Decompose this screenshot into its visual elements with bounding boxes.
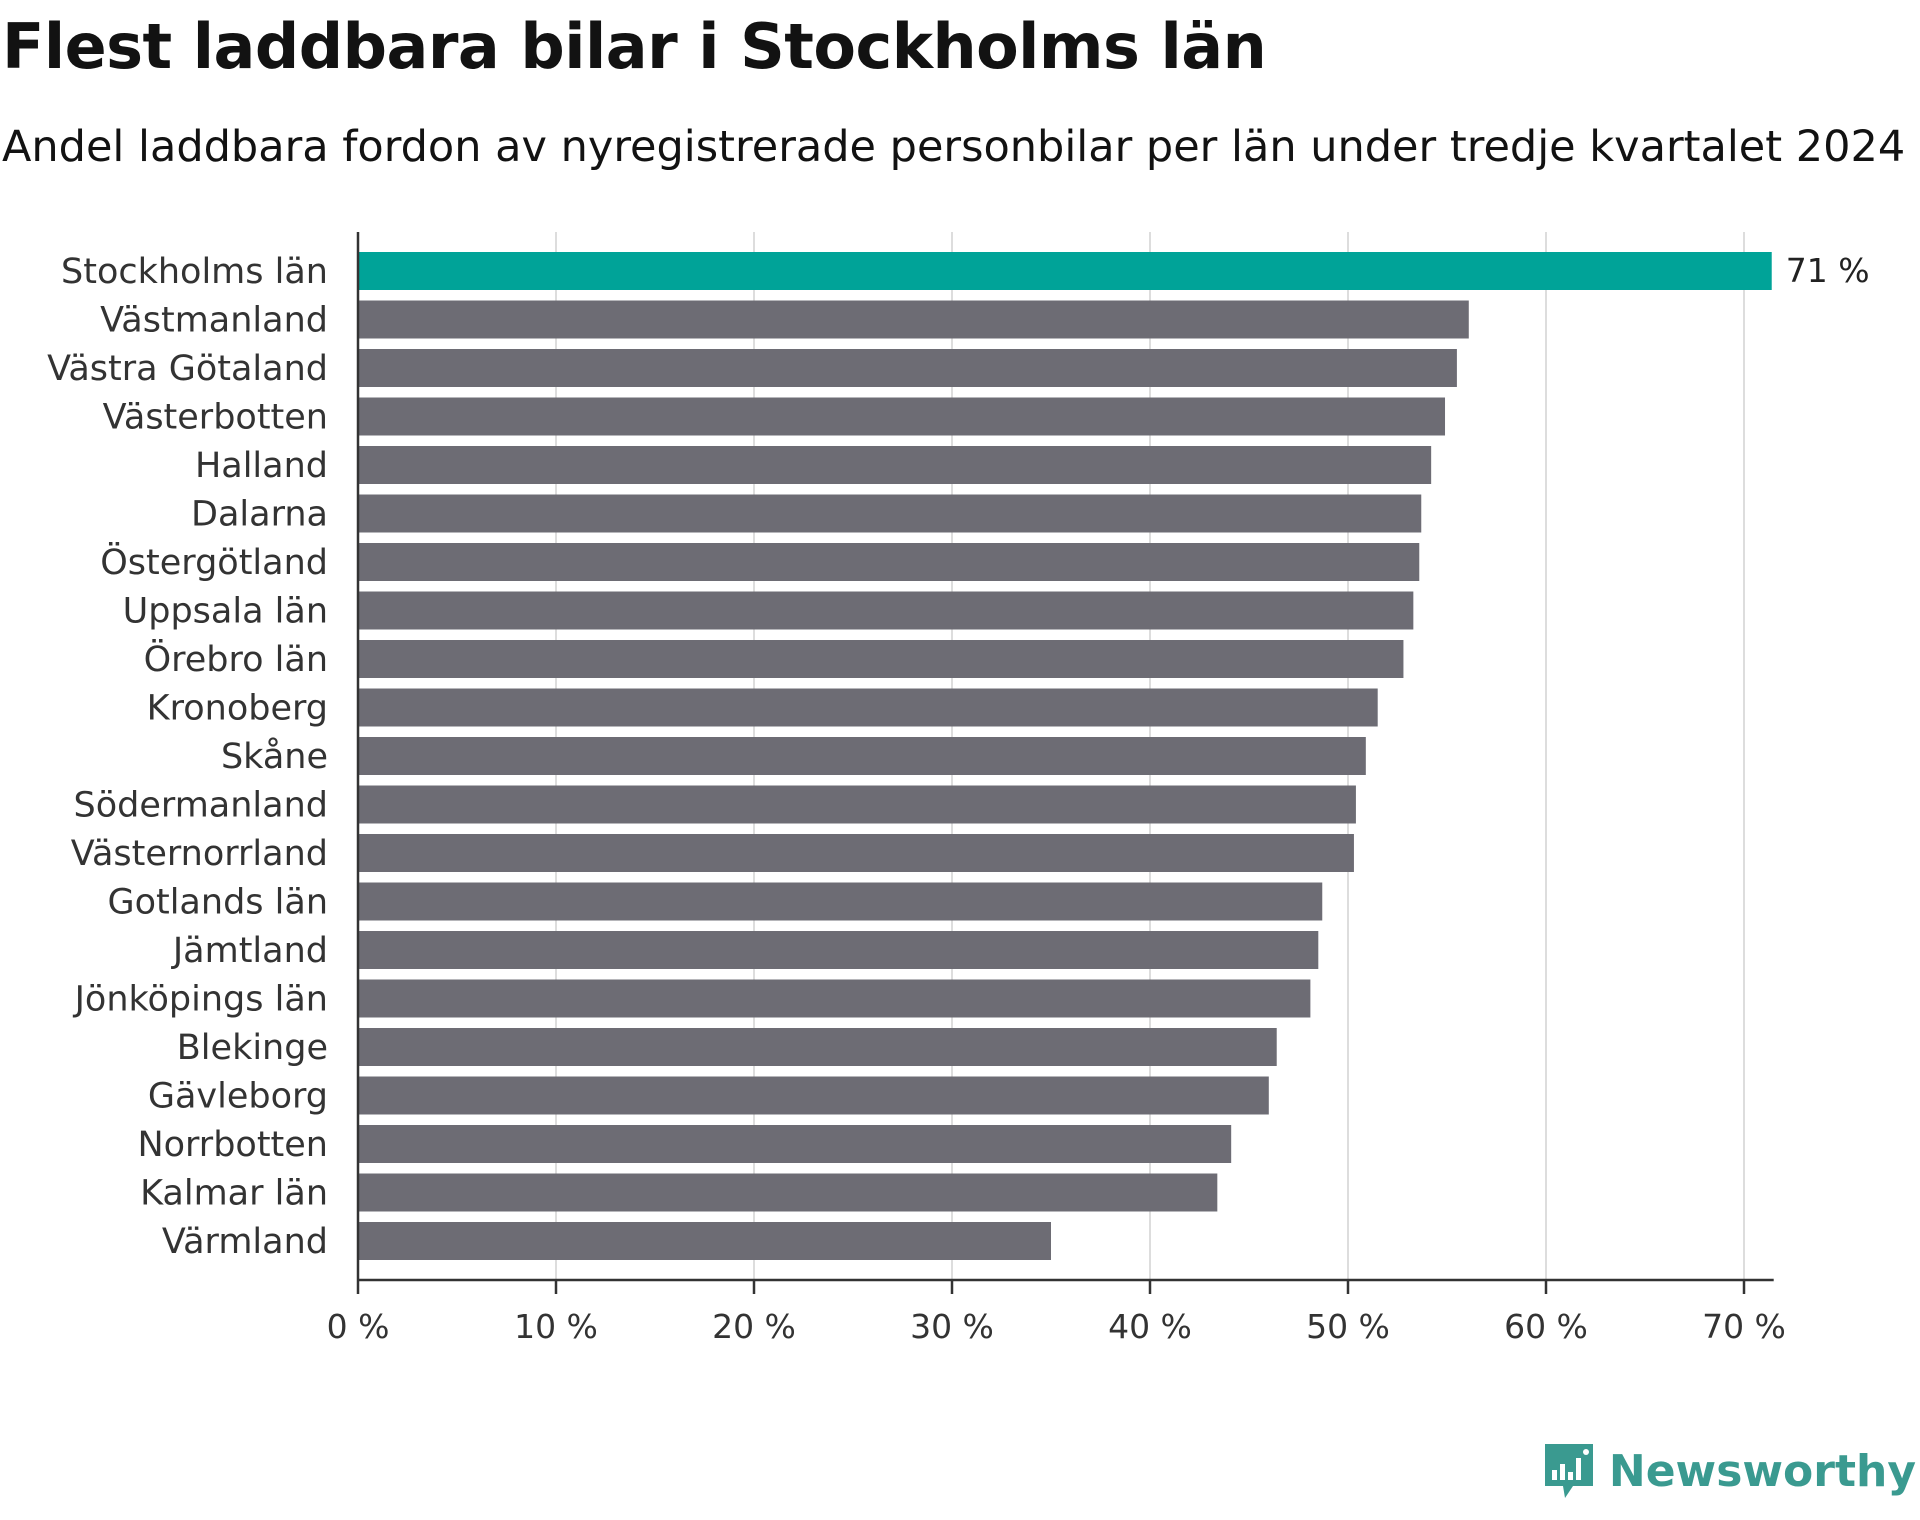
category-label: Västmanland (100, 301, 328, 341)
bar (358, 640, 1404, 678)
category-label: Gotlands län (107, 883, 328, 923)
bar (358, 1173, 1218, 1212)
x-tick-label: 70 % (1702, 1307, 1786, 1346)
bar (358, 1028, 1277, 1066)
bar (358, 446, 1432, 484)
chart-title: Flest laddbara bilar i Stockholms län (2, 10, 1267, 83)
x-tick-label: 0 % (327, 1307, 390, 1346)
data-label: 71 % (1786, 251, 1870, 290)
x-tick-label: 40 % (1108, 1307, 1192, 1346)
bar (358, 931, 1319, 969)
category-label: Östergötland (100, 541, 328, 583)
bar (358, 349, 1457, 387)
category-label: Jönköpings län (73, 980, 328, 1020)
category-label: Södermanland (74, 786, 328, 826)
bar (358, 834, 1354, 872)
category-label: Värmland (162, 1222, 328, 1262)
bar (358, 737, 1366, 775)
bar (358, 252, 1772, 290)
category-label: Blekinge (177, 1028, 328, 1068)
bar (358, 882, 1323, 921)
x-tick-label: 50 % (1306, 1307, 1390, 1346)
bar (358, 1222, 1051, 1260)
bar (358, 785, 1356, 824)
chart-subtitle: Andel laddbara fordon av nyregistrerade … (2, 122, 1906, 172)
bar (358, 979, 1311, 1018)
category-label: Gävleborg (148, 1077, 328, 1117)
category-label: Halland (195, 446, 328, 486)
x-tick-label: 60 % (1504, 1307, 1588, 1346)
bar (358, 543, 1420, 581)
category-label: Skåne (221, 736, 328, 777)
newsworthy-logo-icon (1544, 1444, 1593, 1498)
category-label: Kalmar län (140, 1174, 328, 1214)
category-label: Västernorrland (71, 834, 328, 874)
category-label: Dalarna (191, 495, 328, 535)
category-label: Örebro län (144, 638, 328, 680)
brand-logo: Newsworthy (1543, 1442, 1916, 1500)
category-label: Västerbotten (103, 398, 328, 438)
category-label: Jämtland (171, 931, 328, 971)
category-label: Stockholms län (61, 252, 328, 292)
bar (358, 1076, 1269, 1115)
category-label: Norrbotten (137, 1125, 328, 1165)
x-tick-label: 10 % (514, 1307, 598, 1346)
bar (358, 1125, 1232, 1163)
x-tick-label: 30 % (910, 1307, 994, 1346)
bar-chart: Stockholms län Västmanland Västra Götaland… (47, 232, 1870, 1346)
bar (358, 494, 1422, 533)
bar (358, 591, 1414, 630)
category-label: Västra Götaland (47, 349, 328, 389)
bar (358, 688, 1378, 727)
bar (358, 300, 1469, 339)
brand-name: Newsworthy (1608, 1445, 1916, 1497)
category-label: Uppsala län (123, 592, 328, 632)
x-tick-label: 20 % (712, 1307, 796, 1346)
category-label: Kronoberg (147, 689, 328, 729)
bar (358, 397, 1446, 436)
